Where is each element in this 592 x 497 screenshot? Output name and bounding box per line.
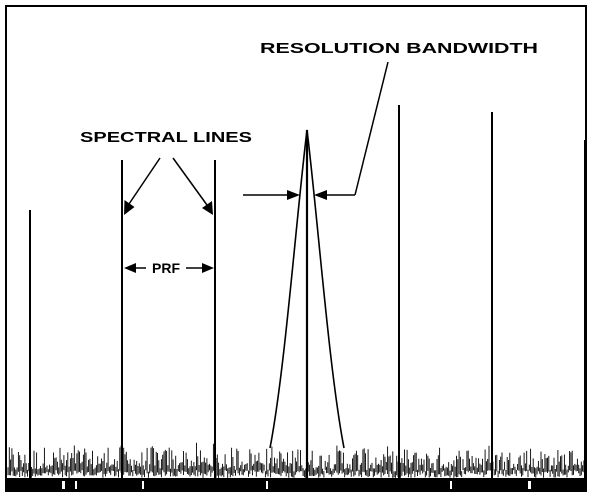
display-frame xyxy=(5,5,587,492)
prf-label: PRF xyxy=(152,260,180,276)
arrow-down-right-icon xyxy=(202,201,213,215)
spectral-lines-pointers xyxy=(124,157,213,215)
arrow-right-icon xyxy=(287,190,300,200)
resolution-bandwidth-label: RESOLUTION BANDWIDTH xyxy=(260,41,538,57)
resolution-bandwidth-marker xyxy=(243,61,389,200)
noise-gap xyxy=(62,481,65,489)
arrow-down-left-icon xyxy=(124,200,135,215)
spectral-lines xyxy=(29,105,586,480)
noise-gap xyxy=(266,481,268,489)
noise-trace xyxy=(7,442,585,478)
noise-gap xyxy=(450,481,452,489)
spectral-lines-label: SPECTRAL LINES xyxy=(80,130,252,146)
noise-base-band xyxy=(7,478,585,490)
noise-floor xyxy=(7,442,585,490)
arrow-right-icon xyxy=(202,263,214,273)
noise-gap xyxy=(142,481,144,489)
noise-gap xyxy=(75,481,77,489)
arrow-left-icon xyxy=(314,190,327,200)
noise-gap xyxy=(528,481,531,489)
prf-marker xyxy=(124,263,214,273)
arrow-left-icon xyxy=(124,263,136,273)
resolution-bandwidth-leader xyxy=(354,61,389,196)
